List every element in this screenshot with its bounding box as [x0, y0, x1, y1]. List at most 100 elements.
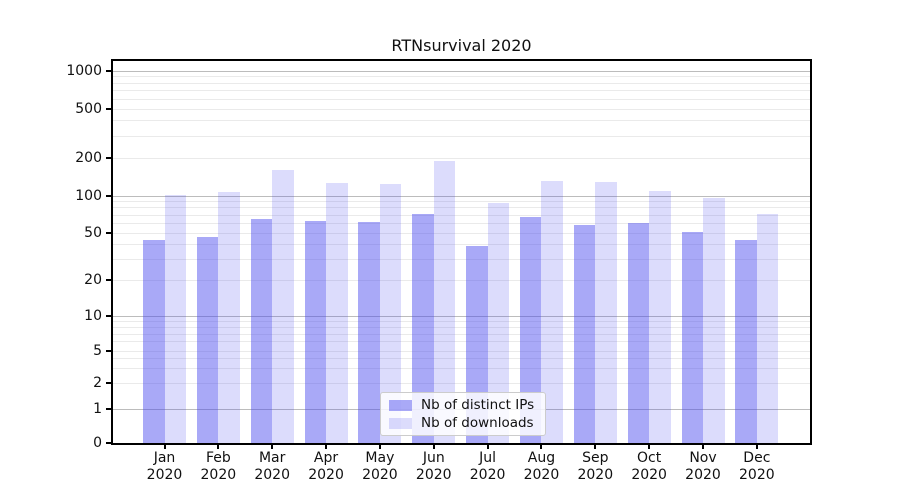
bar-downloads	[756, 214, 779, 443]
legend-swatch-downloads	[389, 417, 412, 429]
major-gridline	[113, 195, 810, 197]
bar-downloads	[433, 160, 456, 443]
y-tick-mark	[106, 108, 112, 110]
x-tick-mark	[271, 444, 274, 449]
minor-gridline	[113, 258, 810, 260]
bar-distinct-ips	[358, 222, 380, 443]
bar-downloads	[487, 203, 510, 443]
y-tick-mark	[106, 70, 112, 72]
legend-swatch-distinct-ips	[389, 399, 412, 411]
y-tick-mark	[106, 408, 112, 410]
y-tick-mark	[106, 279, 112, 281]
minor-gridline	[113, 333, 810, 335]
y-tick-label: 1000	[66, 63, 102, 79]
x-tick-label: Apr 2020	[308, 450, 344, 483]
minor-gridline	[113, 341, 810, 343]
x-tick-mark	[702, 444, 704, 449]
y-tick-label: 1	[93, 401, 102, 417]
x-tick-mark	[432, 444, 435, 449]
x-tick-mark	[217, 444, 220, 449]
x-tick-label: Feb 2020	[200, 450, 237, 483]
minor-gridline	[113, 382, 810, 384]
x-tick-label: Mar 2020	[254, 450, 290, 483]
bar-downloads	[272, 169, 294, 443]
bar-downloads	[379, 184, 402, 443]
y-tick-mark	[106, 315, 112, 317]
bar-distinct-ips	[735, 239, 757, 443]
y-tick-label: 0	[93, 435, 102, 451]
x-tick-label: Sep 2020	[577, 450, 614, 483]
x-tick-label: Jun 2020	[415, 450, 452, 483]
minor-gridline	[113, 232, 810, 234]
spine-top	[111, 59, 812, 61]
bar-downloads	[595, 182, 617, 443]
minor-gridline	[113, 350, 810, 352]
legend: Nb of distinct IPs Nb of downloads	[380, 392, 546, 436]
y-tick-label: 2	[93, 375, 102, 391]
y-tick-mark	[106, 382, 112, 384]
x-tick-label: May 2020	[362, 450, 398, 483]
minor-gridline	[113, 326, 810, 328]
x-tick-mark	[378, 444, 381, 449]
x-tick-label: Oct 2020	[631, 450, 667, 483]
minor-gridline	[113, 358, 810, 360]
y-tick-label: 200	[75, 150, 102, 166]
minor-gridline	[113, 76, 810, 78]
minor-gridline	[113, 279, 810, 281]
minor-gridline	[113, 120, 810, 122]
y-tick-label: 500	[75, 101, 102, 117]
minor-gridline	[113, 243, 810, 245]
minor-gridline	[113, 214, 810, 216]
bar-downloads	[541, 181, 563, 443]
minor-gridline	[113, 135, 810, 137]
bar-distinct-ips	[519, 217, 542, 443]
bar-distinct-ips	[681, 231, 703, 443]
x-tick-label: Jan 2020	[146, 450, 183, 483]
y-tick-label: 50	[84, 225, 102, 241]
bar-distinct-ips	[304, 220, 327, 443]
x-tick-mark	[648, 444, 651, 449]
y-tick-mark	[106, 157, 112, 159]
minor-gridline	[113, 201, 810, 203]
bar-distinct-ips	[573, 225, 596, 443]
bar-downloads	[164, 194, 186, 443]
bar-distinct-ips	[250, 218, 273, 443]
y-tick-label: 20	[84, 272, 102, 288]
x-tick-label: Jul 2020	[469, 450, 506, 483]
bar-distinct-ips	[627, 223, 650, 443]
x-tick-label: Dec 2020	[739, 450, 775, 483]
y-tick-mark	[106, 195, 112, 197]
bar-downloads	[218, 191, 240, 443]
x-tick-mark	[486, 444, 489, 449]
minor-gridline	[113, 222, 810, 224]
y-tick-mark	[106, 442, 112, 444]
y-tick-label: 10	[84, 308, 102, 324]
minor-gridline	[113, 98, 810, 100]
minor-gridline	[113, 108, 810, 110]
spine-left	[111, 59, 113, 445]
bar-distinct-ips	[143, 239, 165, 443]
legend-row: Nb of downloads	[389, 415, 537, 431]
y-tick-label: 100	[75, 188, 102, 204]
x-tick-label: Nov 2020	[685, 450, 721, 483]
minor-gridline	[113, 90, 810, 92]
bar-downloads	[649, 190, 671, 443]
bar-downloads	[703, 198, 725, 443]
plot-area	[113, 61, 810, 443]
bar-distinct-ips	[196, 237, 219, 443]
bar-distinct-ips	[412, 213, 434, 443]
spine-right	[810, 59, 812, 445]
minor-gridline	[113, 157, 810, 159]
major-gridline	[113, 315, 810, 317]
x-tick-mark	[163, 444, 166, 449]
spine-bottom	[111, 443, 812, 445]
minor-gridline	[113, 368, 810, 370]
legend-label: Nb of downloads	[421, 415, 534, 431]
y-tick-label: 5	[93, 343, 102, 359]
chart-title: RTNsurvival 2020	[391, 36, 532, 55]
major-gridline	[113, 70, 810, 72]
legend-row: Nb of distinct IPs	[389, 397, 537, 413]
x-tick-mark	[325, 444, 328, 449]
minor-gridline	[113, 82, 810, 84]
